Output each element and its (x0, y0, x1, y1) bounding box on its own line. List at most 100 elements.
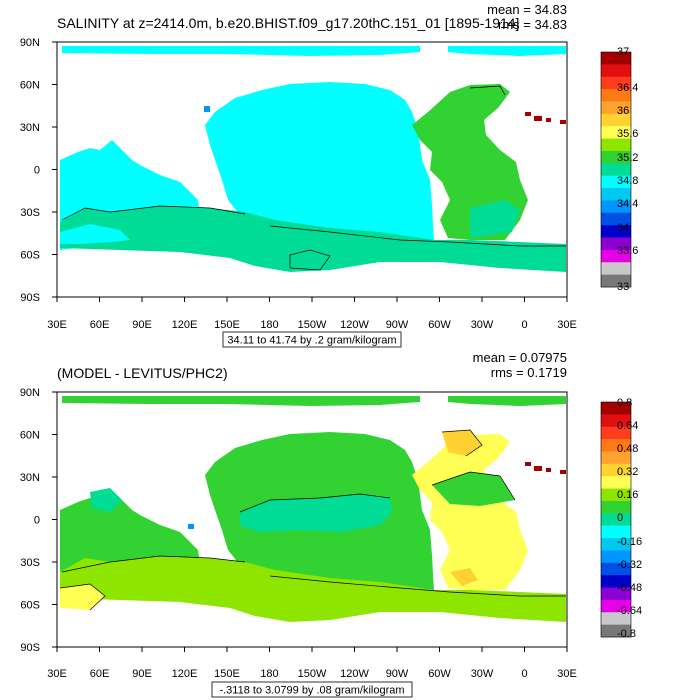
panel-1-x-ticks (56, 297, 568, 302)
x-tick-label: 180 (260, 319, 278, 331)
panel-2-y-ticks (52, 391, 57, 648)
x-tick-label: 60E (90, 319, 110, 331)
arctic-ocean-diff-east (448, 396, 566, 406)
cb-label: 35.6 (617, 128, 638, 140)
atlantic-ocean-diff (412, 434, 528, 590)
cb-label: 34 (617, 222, 629, 234)
x-tick-label: 90E (132, 668, 152, 680)
panel-2-map (57, 392, 567, 647)
panel-2-colorbar (600, 401, 632, 638)
y-tick-label: 30S (20, 207, 40, 219)
cb-label: 35.2 (617, 152, 638, 164)
x-tick-label: 120E (172, 668, 198, 680)
colorbar-swatch (601, 550, 631, 564)
y-tick-label: 0 (34, 515, 40, 527)
colorbar-swatch (601, 274, 631, 288)
y-tick-label: 0 (34, 165, 40, 177)
y-tick-label: 30S (20, 557, 40, 569)
southern-ocean-diff (60, 556, 566, 622)
colorbar-swatch (601, 237, 631, 251)
x-tick-label: 60W (428, 319, 451, 331)
cb-label: -0.64 (617, 605, 642, 617)
cb-label: 34.8 (617, 175, 638, 187)
colorbar-swatch (601, 402, 631, 415)
x-tick-label: 120W (340, 319, 369, 331)
colorbar-swatch (601, 212, 631, 226)
colorbar-swatch (601, 188, 631, 201)
cb-label: -0.48 (617, 582, 642, 594)
colorbar-swatch (601, 476, 631, 489)
cb-label: 33.6 (617, 245, 638, 257)
colorbar-swatch (601, 101, 631, 115)
colorbar-frame (600, 401, 632, 638)
colorbar-swatch (601, 463, 631, 477)
southern-ocean (60, 206, 566, 272)
colorbar-swatch (601, 150, 631, 164)
cb-label: 0.32 (617, 466, 638, 478)
panel-salinity: SALINITY at z=2414.0m, b.e20.BHIST.f09_g… (20, 2, 638, 348)
cb-label: -0.32 (617, 559, 642, 571)
cb-label: -0.8 (617, 628, 636, 640)
panel-1-title: SALINITY at z=2414.0m, b.e20.BHIST.f09_g… (57, 15, 519, 31)
x-tick-label: 60W (428, 668, 451, 680)
cb-label: 0.8 (617, 397, 632, 409)
colorbar-swatch (601, 439, 631, 452)
colorbar-swatch (601, 262, 631, 275)
panel-2-y-axis: 90N 60N 30N 0 30S 60S 90S (20, 387, 57, 654)
atlantic-ocean (412, 84, 528, 240)
pacific-cyan-band (240, 494, 392, 532)
southern-ocean-cyan (60, 224, 130, 244)
x-tick-label: 30E (47, 668, 67, 680)
x-tick-label: 30E (557, 668, 577, 680)
arctic-ocean-diff (62, 396, 420, 406)
panel-difference: (MODEL - LEVITUS/PHC2) mean = 0.07975 rm… (20, 350, 642, 698)
panel-2-title: (MODEL - LEVITUS/PHC2) (57, 365, 228, 381)
colorbar-swatch (601, 138, 631, 152)
colorbar-swatch (601, 624, 631, 638)
x-tick-label: 0 (521, 319, 527, 331)
panel-2-contours (59, 429, 566, 611)
colorbar-swatch (601, 89, 631, 102)
mediterranean-hot (525, 112, 566, 124)
y-tick-label: 60N (20, 80, 40, 92)
panel-2-x-ticks (56, 647, 568, 652)
x-tick-label: 150E (214, 319, 240, 331)
x-tick-label: 150W (298, 319, 327, 331)
cb-label: 37 (617, 46, 629, 58)
panel-1-y-ticks (52, 41, 57, 298)
blue-spot (204, 106, 210, 112)
panel-1-colorbar (600, 51, 632, 288)
x-tick-label: 120E (172, 319, 198, 331)
mediterranean-hot-diff (525, 462, 566, 474)
y-tick-label: 60N (20, 430, 40, 442)
colorbar-swatch (601, 76, 631, 90)
y-tick-label: 30N (20, 472, 40, 484)
y-tick-label: 60S (20, 250, 40, 262)
colorbar-swatch (601, 599, 631, 613)
panel-2-mean: mean = 0.07975 (473, 350, 567, 365)
panel-1-rms: rms = 34.83 (498, 17, 567, 32)
y-tick-label: 90S (20, 642, 40, 654)
x-tick-label: 30W (471, 668, 494, 680)
colorbar-frame (600, 51, 632, 288)
arctic-ocean-east (448, 46, 566, 56)
x-tick-label: 120W (340, 668, 369, 680)
y-tick-label: 90S (20, 292, 40, 304)
panel-1-x-axis: 30E 60E 90E 120E 150E 180 150W 120W 90W … (47, 297, 577, 331)
colorbar-swatch (601, 126, 631, 139)
colorbar-swatch (601, 575, 631, 588)
atlantic-ocean-teal (470, 200, 520, 238)
yellow-south-patch (60, 584, 105, 610)
x-tick-label: 60E (90, 668, 110, 680)
colorbar-swatch (601, 612, 631, 625)
colorbar-swatch (601, 525, 631, 539)
colorbar-swatch (601, 200, 631, 214)
colorbar-swatch (601, 426, 631, 440)
y-tick-label: 60S (20, 600, 40, 612)
cb-label: 0.16 (617, 489, 638, 501)
x-tick-label: 30W (471, 319, 494, 331)
panel-1-contours (61, 85, 566, 271)
panel-1-contour-note-box (222, 331, 402, 348)
x-tick-label: 0 (521, 668, 527, 680)
x-tick-label: 30E (47, 319, 67, 331)
